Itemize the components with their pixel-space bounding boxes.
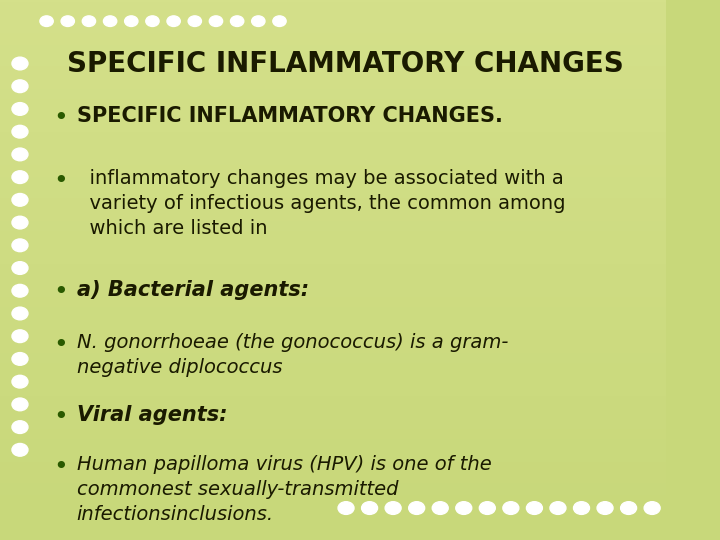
Circle shape bbox=[167, 16, 180, 26]
Circle shape bbox=[12, 216, 28, 229]
Circle shape bbox=[12, 353, 28, 365]
Circle shape bbox=[12, 375, 28, 388]
Text: a) Bacterial agents:: a) Bacterial agents: bbox=[76, 280, 309, 300]
Circle shape bbox=[574, 502, 590, 515]
Circle shape bbox=[644, 502, 660, 515]
Circle shape bbox=[230, 16, 244, 26]
Circle shape bbox=[40, 16, 53, 26]
Circle shape bbox=[12, 80, 28, 92]
Circle shape bbox=[273, 16, 286, 26]
Circle shape bbox=[12, 57, 28, 70]
Circle shape bbox=[480, 502, 495, 515]
Circle shape bbox=[12, 171, 28, 184]
Text: •: • bbox=[53, 280, 68, 305]
Text: N. gonorrhoeae (the gonococcus) is a gram-
negative diplococcus: N. gonorrhoeae (the gonococcus) is a gra… bbox=[76, 333, 508, 377]
Circle shape bbox=[12, 103, 28, 116]
Circle shape bbox=[12, 398, 28, 411]
Text: Human papilloma virus (HPV) is one of the
commonest sexually-transmitted
infecti: Human papilloma virus (HPV) is one of th… bbox=[76, 455, 491, 524]
Text: •: • bbox=[53, 405, 68, 429]
Circle shape bbox=[385, 502, 401, 515]
Text: inflammatory changes may be associated with a
  variety of infectious agents, th: inflammatory changes may be associated w… bbox=[76, 170, 565, 238]
Circle shape bbox=[12, 421, 28, 434]
Circle shape bbox=[145, 16, 159, 26]
Circle shape bbox=[409, 502, 425, 515]
Text: •: • bbox=[53, 170, 68, 193]
Circle shape bbox=[621, 502, 636, 515]
Circle shape bbox=[12, 125, 28, 138]
Circle shape bbox=[61, 16, 74, 26]
Text: •: • bbox=[53, 106, 68, 130]
Circle shape bbox=[210, 16, 222, 26]
Circle shape bbox=[12, 307, 28, 320]
Text: SPECIFIC INFLAMMATORY CHANGES: SPECIFIC INFLAMMATORY CHANGES bbox=[66, 50, 624, 78]
Circle shape bbox=[503, 502, 519, 515]
Circle shape bbox=[188, 16, 202, 26]
Circle shape bbox=[12, 262, 28, 274]
Circle shape bbox=[82, 16, 96, 26]
Circle shape bbox=[597, 502, 613, 515]
Circle shape bbox=[125, 16, 138, 26]
Circle shape bbox=[526, 502, 542, 515]
Circle shape bbox=[338, 502, 354, 515]
Circle shape bbox=[104, 16, 117, 26]
Text: Viral agents:: Viral agents: bbox=[76, 405, 227, 425]
Circle shape bbox=[12, 443, 28, 456]
Circle shape bbox=[361, 502, 377, 515]
Circle shape bbox=[12, 148, 28, 161]
Circle shape bbox=[12, 330, 28, 342]
Text: •: • bbox=[53, 455, 68, 479]
Circle shape bbox=[12, 239, 28, 252]
Text: SPECIFIC INFLAMMATORY CHANGES.: SPECIFIC INFLAMMATORY CHANGES. bbox=[76, 106, 503, 126]
Circle shape bbox=[12, 193, 28, 206]
Text: •: • bbox=[53, 333, 68, 357]
Circle shape bbox=[550, 502, 566, 515]
Circle shape bbox=[432, 502, 449, 515]
Circle shape bbox=[456, 502, 472, 515]
Circle shape bbox=[12, 285, 28, 297]
Circle shape bbox=[252, 16, 265, 26]
